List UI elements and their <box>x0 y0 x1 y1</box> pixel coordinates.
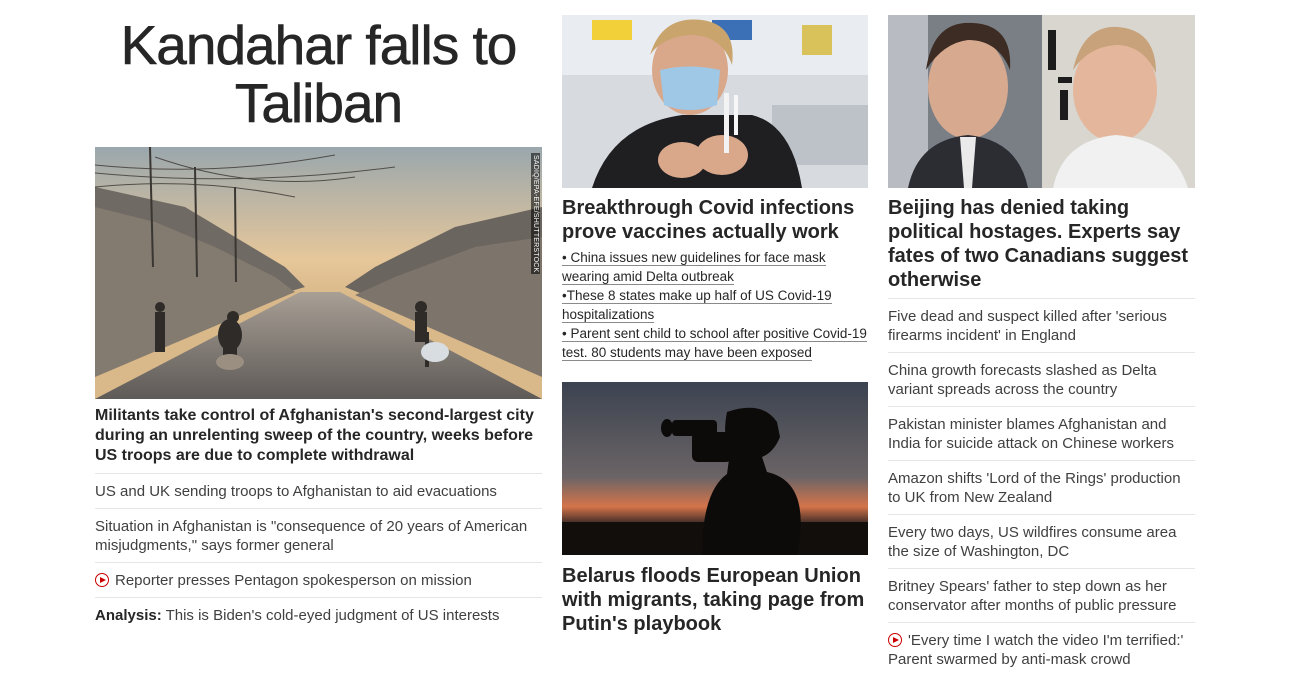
covid-sublink[interactable]: • Parent sent child to school after posi… <box>562 324 868 362</box>
related-link-text: Reporter presses Pentagon spokesperson o… <box>115 572 472 589</box>
belarus-border-image[interactable] <box>562 382 868 555</box>
headline-link[interactable]: Every two days, US wildfires consume are… <box>888 515 1195 569</box>
covid-sublink[interactable]: •These 8 states make up half of US Covid… <box>562 286 868 324</box>
related-link-text: This is Biden's cold-eyed judgment of US… <box>161 607 500 624</box>
covid-sublink[interactable]: • China issues new guidelines for face m… <box>562 248 868 286</box>
headline-text: Britney Spears' father to step down as h… <box>888 578 1177 614</box>
right-column: Beijing has denied taking political host… <box>888 0 1195 676</box>
headline-link[interactable]: Pakistan minister blames Afghanistan and… <box>888 407 1195 461</box>
headline-video-link[interactable]: 'Every time I watch the video I'm terrif… <box>888 623 1195 676</box>
lead-story-column: Kandahar falls to Taliban <box>95 0 542 632</box>
vaccine-nurse-image[interactable] <box>562 15 868 188</box>
banner-headline[interactable]: Kandahar falls to Taliban <box>120 14 517 134</box>
related-video-link[interactable]: Reporter presses Pentagon spokesperson o… <box>95 563 542 598</box>
lead-story-link[interactable]: Militants take control of Afghanistan's … <box>95 406 542 474</box>
related-link[interactable]: Situation in Afghanistan is "consequence… <box>95 509 542 563</box>
sublink-text: •These 8 states make up half of US Covid… <box>562 288 832 323</box>
play-icon <box>95 573 109 587</box>
canadians-headline[interactable]: Beijing has denied taking political host… <box>888 196 1195 299</box>
belarus-headline[interactable]: Belarus floods European Union with migra… <box>562 565 865 635</box>
headline-text: Amazon shifts 'Lord of the Rings' produc… <box>888 470 1181 506</box>
headline-link[interactable]: Amazon shifts 'Lord of the Rings' produc… <box>888 461 1195 515</box>
related-link[interactable]: US and UK sending troops to Afghanistan … <box>95 474 542 509</box>
related-analysis-link[interactable]: Analysis: This is Biden's cold-eyed judg… <box>95 598 542 632</box>
headline-link[interactable]: Britney Spears' father to step down as h… <box>888 569 1195 623</box>
sublink-text: • Parent sent child to school after posi… <box>562 326 867 361</box>
play-icon <box>888 633 902 647</box>
headline-text: Every two days, US wildfires consume are… <box>888 524 1177 560</box>
two-canadians-image[interactable] <box>888 15 1195 188</box>
middle-column: Breakthrough Covid infections prove vacc… <box>562 0 868 636</box>
related-links-list: US and UK sending troops to Afghanistan … <box>95 474 542 632</box>
analysis-label: Analysis: <box>95 607 162 624</box>
sublink-text: • China issues new guidelines for face m… <box>562 250 826 285</box>
headline-list: Five dead and suspect killed after 'seri… <box>888 299 1195 676</box>
related-link-text: US and UK sending troops to Afghanistan … <box>95 483 497 500</box>
covid-headline[interactable]: Breakthrough Covid infections prove vacc… <box>562 197 855 243</box>
headline-text: Five dead and suspect killed after 'seri… <box>888 308 1167 344</box>
headline-link[interactable]: China growth forecasts slashed as Delta … <box>888 353 1195 407</box>
kandahar-street-image[interactable]: SADIQ/EPA-EFE/SHUTTERSTOCK <box>95 147 542 399</box>
headline-link[interactable]: Five dead and suspect killed after 'seri… <box>888 299 1195 353</box>
headline-text: Pakistan minister blames Afghanistan and… <box>888 416 1174 452</box>
related-link-text: Situation in Afghanistan is "consequence… <box>95 518 528 554</box>
headline-text: 'Every time I watch the video I'm terrif… <box>888 632 1184 668</box>
image-credit: SADIQ/EPA-EFE/SHUTTERSTOCK <box>531 153 540 275</box>
covid-sublinks: • China issues new guidelines for face m… <box>562 248 868 362</box>
headline-text: China growth forecasts slashed as Delta … <box>888 362 1157 398</box>
